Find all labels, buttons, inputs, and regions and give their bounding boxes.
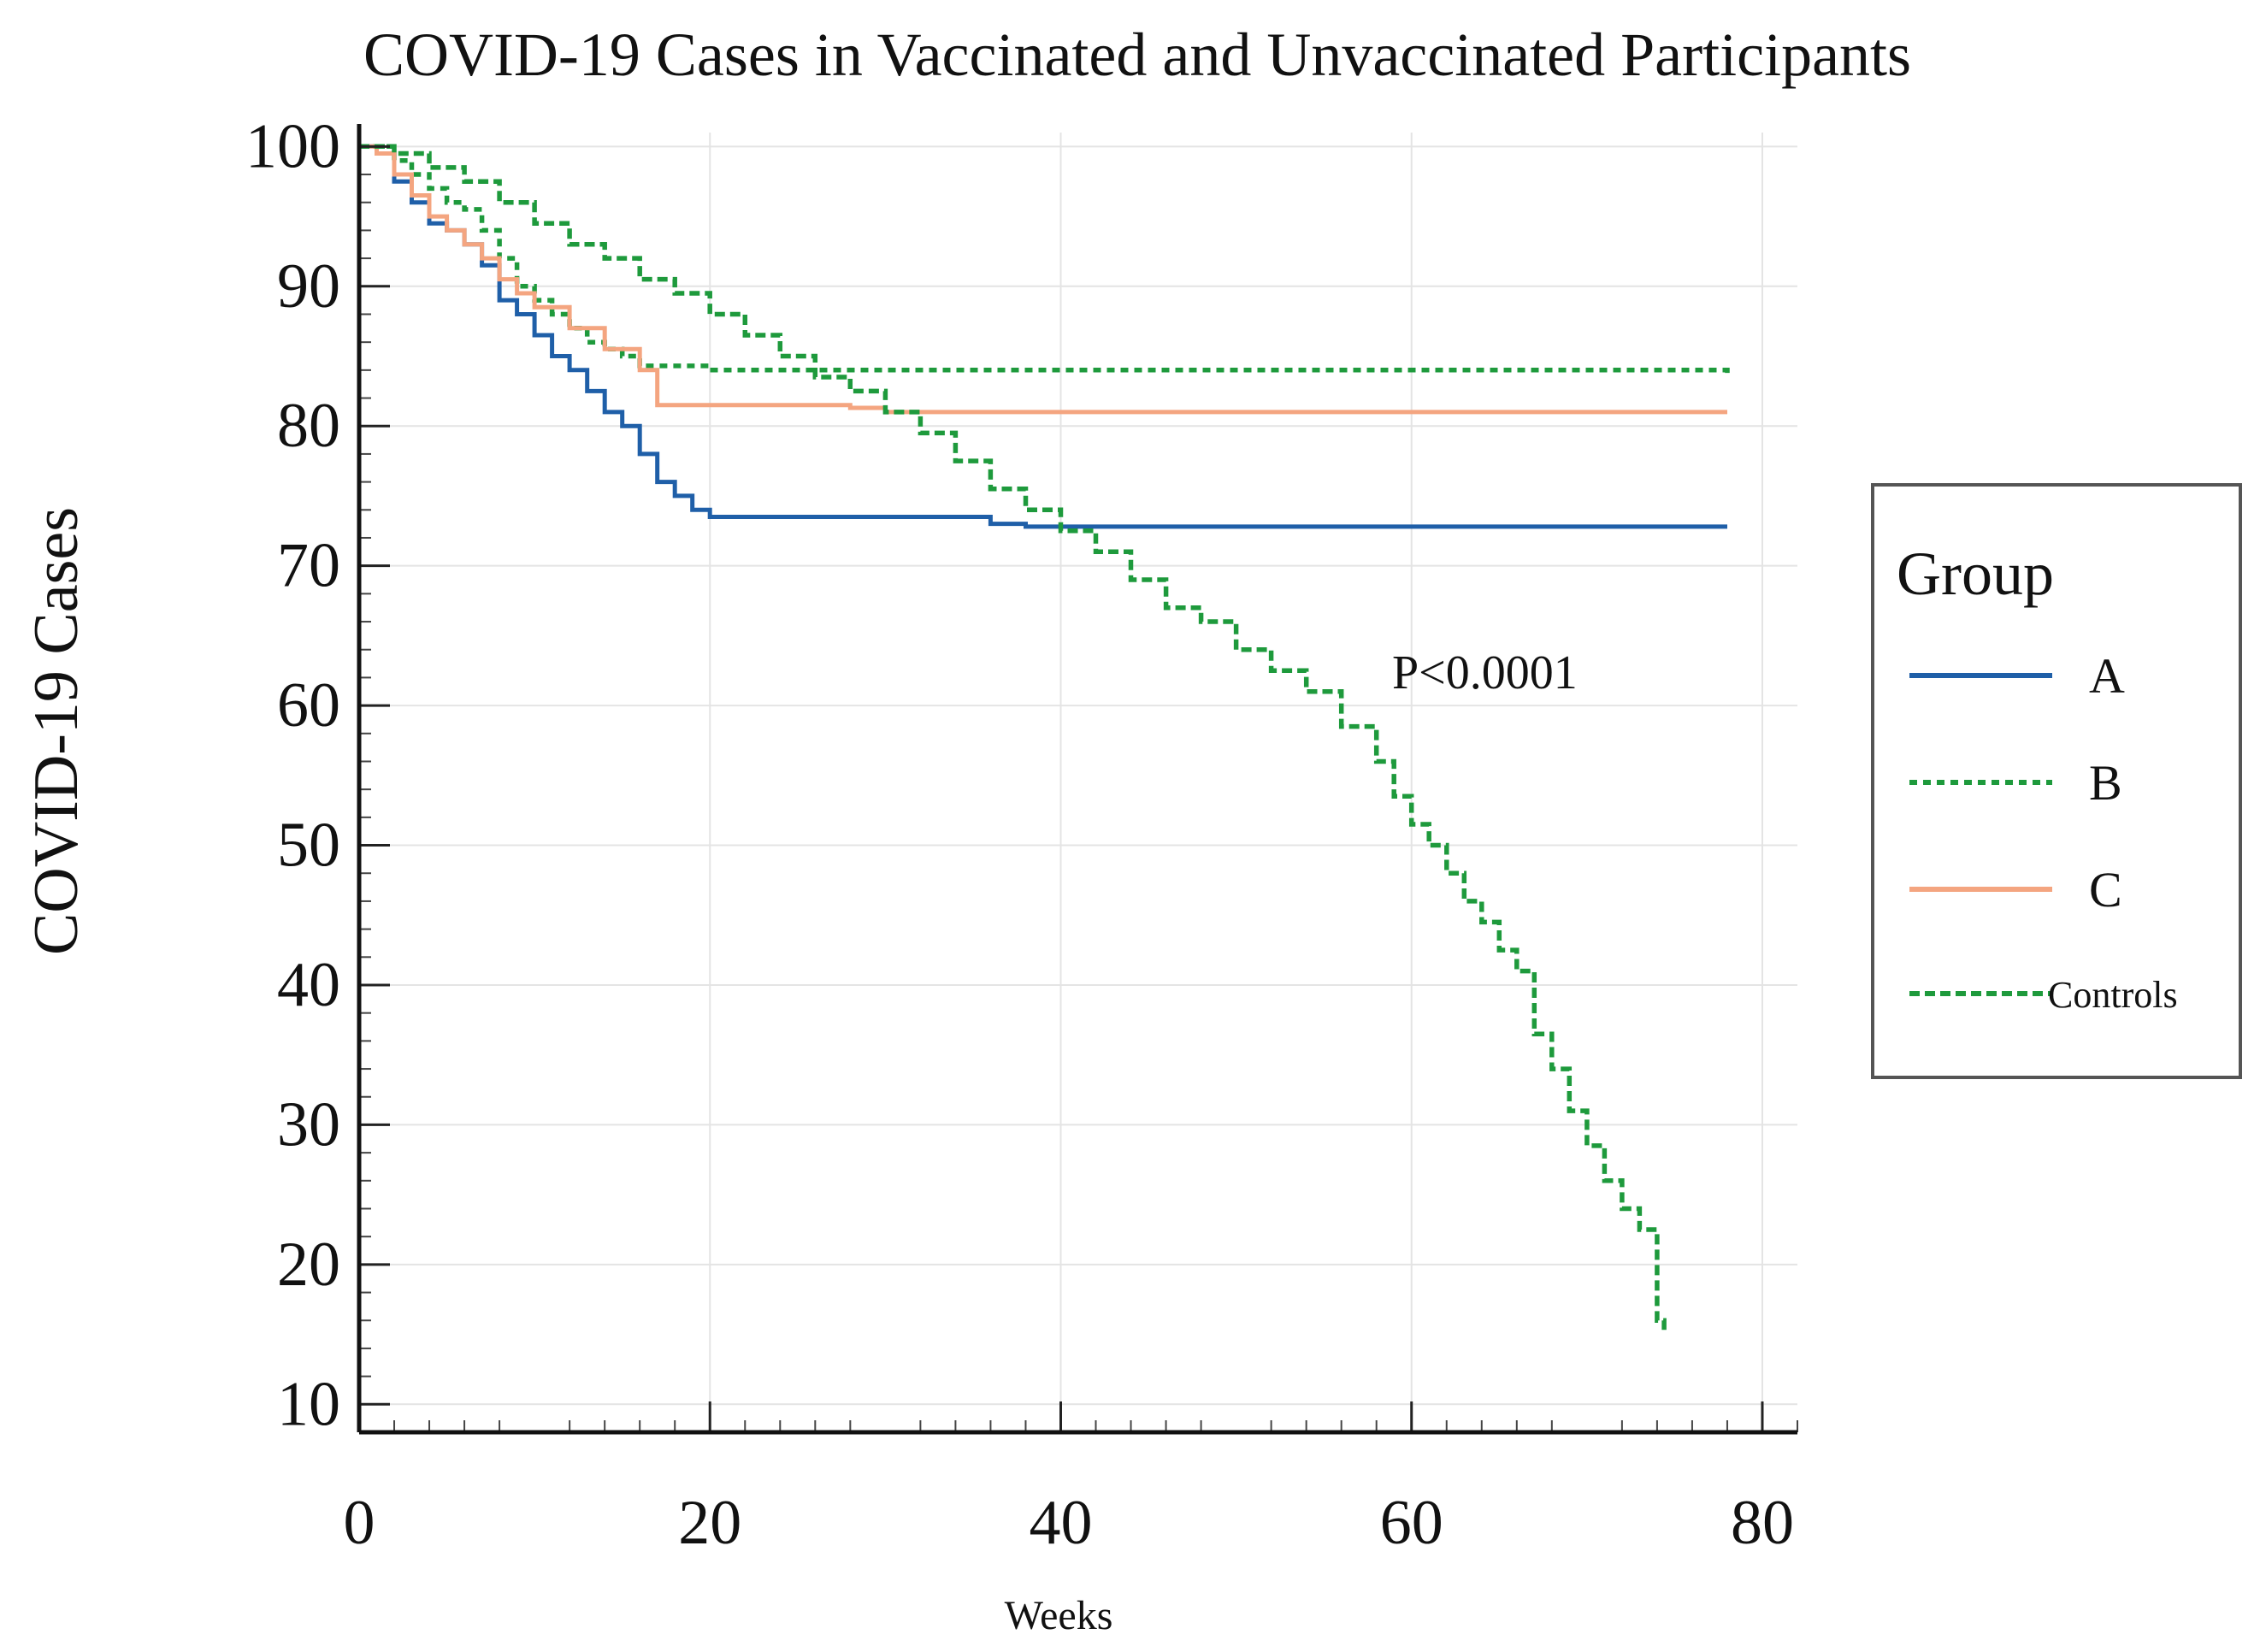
series-line-b bbox=[359, 144, 1730, 374]
legend-items: ABC Controls bbox=[1909, 648, 2178, 1016]
x-tick-label: 20 bbox=[678, 1488, 741, 1558]
legend-label-controls: Controls bbox=[2048, 974, 2178, 1016]
x-axis-label: Weeks bbox=[1005, 1593, 1113, 1638]
y-tick-label: 30 bbox=[277, 1089, 340, 1159]
axes-layer bbox=[357, 124, 1798, 1435]
y-tick-label: 10 bbox=[277, 1369, 340, 1439]
tick-layer: 10 20 30 40 50 60 70 80 90 100 0 20 40 60 80 bbox=[245, 111, 1794, 1558]
x-tick-label: 0 bbox=[344, 1488, 375, 1558]
chart-title: COVID-19 Cases in Vaccinated and Unvacci… bbox=[363, 21, 1911, 89]
x-tick-label: 80 bbox=[1731, 1488, 1794, 1558]
legend-box bbox=[1871, 483, 2242, 1079]
y-tick-label: 50 bbox=[277, 811, 340, 881]
x-tick-label: 40 bbox=[1029, 1488, 1092, 1558]
y-tick-label: 90 bbox=[277, 251, 340, 322]
legend-label-a: A bbox=[2089, 648, 2125, 704]
series-line-a bbox=[359, 144, 1727, 529]
y-tick-label: 20 bbox=[277, 1230, 340, 1300]
legend-label-b: B bbox=[2089, 755, 2122, 811]
series-layer bbox=[359, 144, 1730, 1335]
y-tick-label: 80 bbox=[277, 391, 340, 461]
series-line-c bbox=[359, 144, 1727, 415]
legend: Group ABC Controls bbox=[1871, 483, 2242, 1079]
series-line-controls bbox=[359, 144, 1667, 1335]
y-axis-label: COVID-19 Cases bbox=[21, 507, 91, 955]
x-tick-label: 60 bbox=[1380, 1488, 1443, 1558]
legend-title: Group bbox=[1897, 540, 2054, 608]
p-value-annotation: P<0.0001 bbox=[1392, 646, 1578, 699]
y-tick-label: 40 bbox=[277, 950, 340, 1020]
legend-label-c: C bbox=[2089, 862, 2122, 917]
y-tick-label: 60 bbox=[277, 670, 340, 740]
y-tick-label: 100 bbox=[245, 111, 340, 181]
y-tick-label: 70 bbox=[277, 531, 340, 601]
